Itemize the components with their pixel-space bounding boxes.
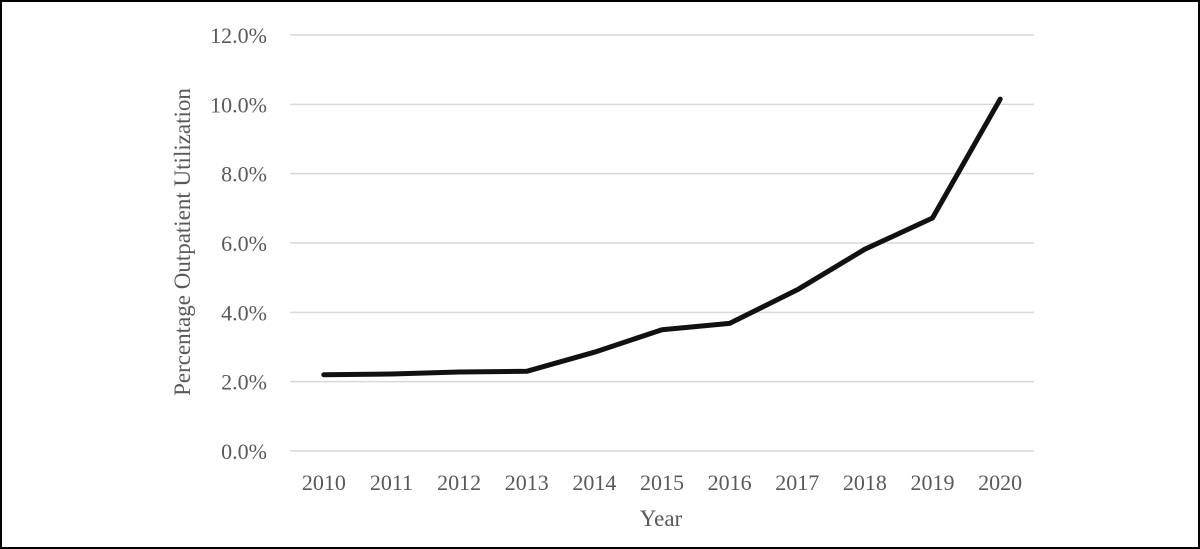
y-tick-label: 0.0%	[221, 439, 267, 464]
x-tick-label: 2013	[505, 470, 549, 495]
y-tick-label: 2.0%	[221, 370, 267, 395]
y-tick-label: 10.0%	[210, 92, 267, 117]
x-tick-label: 2017	[775, 470, 819, 495]
x-tick-label: 2020	[978, 470, 1022, 495]
y-axis-tick-labels: 0.0% 2.0% 4.0% 6.0% 8.0% 10.0% 12.0%	[210, 23, 267, 464]
x-tick-label: 2014	[572, 470, 616, 495]
x-tick-label: 2012	[437, 470, 481, 495]
x-tick-label: 2016	[708, 470, 752, 495]
y-tick-label: 12.0%	[210, 23, 267, 48]
series-line	[321, 96, 1003, 378]
y-tick-label: 6.0%	[221, 231, 267, 256]
y-tick-label: 8.0%	[221, 162, 267, 187]
x-tick-label: 2010	[302, 470, 346, 495]
x-tick-label: 2015	[640, 470, 684, 495]
x-axis-title: Year	[640, 506, 683, 531]
y-tick-label: 4.0%	[221, 300, 267, 325]
gridlines	[290, 34, 1034, 452]
x-tick-label: 2018	[843, 470, 887, 495]
x-tick-label: 2019	[911, 470, 955, 495]
x-tick-label: 2011	[370, 470, 413, 495]
x-axis-tick-labels: 2010 2011 2012 2013 2014 2015 2016 2017 2018 2019…	[302, 470, 1022, 495]
y-axis-title: Percentage Outpatient Utilization	[170, 88, 195, 396]
